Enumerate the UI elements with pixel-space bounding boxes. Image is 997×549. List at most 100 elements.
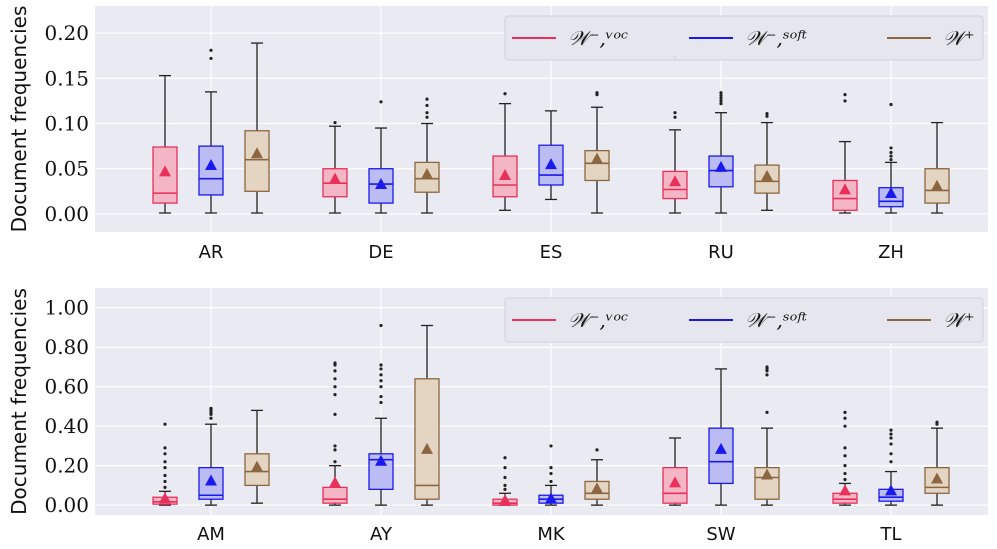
box-mk-series-2 bbox=[538, 444, 564, 506]
flier-point bbox=[889, 150, 893, 155]
mean-marker bbox=[421, 442, 433, 454]
box-ru-series-1 bbox=[662, 55, 688, 214]
flier-point bbox=[333, 444, 337, 448]
box-mk-series-1 bbox=[492, 456, 518, 506]
flier-point bbox=[425, 97, 429, 101]
flier-point bbox=[765, 111, 769, 116]
box-ay-series-2 bbox=[368, 323, 394, 506]
y-axis-label: Document frequencies bbox=[7, 6, 31, 233]
mean-marker bbox=[205, 474, 217, 486]
legend-box bbox=[504, 15, 984, 61]
flier-point bbox=[209, 416, 213, 420]
y-tick-label: 0.20 bbox=[44, 21, 89, 45]
flier-point bbox=[719, 102, 723, 106]
flier-point bbox=[549, 466, 553, 470]
x-tick-label: DE bbox=[368, 242, 393, 263]
flier-point bbox=[503, 487, 507, 491]
box-body bbox=[708, 427, 734, 485]
box-tl-series-3 bbox=[924, 420, 950, 506]
flier-point bbox=[843, 416, 847, 420]
flier-point bbox=[503, 456, 507, 460]
mean-marker bbox=[545, 492, 557, 504]
y-tick-label: 0.00 bbox=[44, 493, 89, 517]
flier-point bbox=[333, 377, 337, 381]
flier-point bbox=[379, 323, 383, 328]
legend: 𝒲⁻,ᵛᵒᶜ 𝒲⁻,ˢᵒᶠᵗ 𝒲⁺ bbox=[504, 297, 984, 343]
box-sw-series-1 bbox=[662, 437, 688, 506]
box-ay-series-3 bbox=[414, 324, 440, 506]
mean-marker bbox=[839, 484, 851, 496]
box-ru-series-2 bbox=[708, 91, 734, 214]
flier-point bbox=[843, 99, 847, 103]
legend-entry: 𝒲⁻,ˢᵒᶠᵗ bbox=[745, 308, 807, 332]
y-tick-label: 0.05 bbox=[44, 157, 89, 181]
flier-point bbox=[765, 410, 769, 414]
flier-point bbox=[765, 114, 769, 118]
x-tick-label: SW bbox=[706, 524, 735, 545]
flier-point bbox=[843, 446, 847, 450]
flier-point bbox=[379, 100, 383, 104]
box-body bbox=[662, 466, 688, 504]
flier-point bbox=[889, 428, 893, 432]
mean-marker bbox=[159, 165, 171, 177]
box-body bbox=[754, 466, 780, 500]
mean-marker bbox=[839, 183, 851, 195]
flier-point bbox=[843, 464, 847, 468]
flier-point bbox=[673, 111, 677, 115]
flier-point bbox=[843, 424, 847, 428]
mean-marker bbox=[669, 175, 681, 187]
mean-marker bbox=[931, 179, 943, 191]
box-ar-series-3 bbox=[244, 42, 270, 214]
mean-marker bbox=[159, 492, 171, 504]
mean-marker bbox=[329, 476, 341, 488]
box-tl-series-2 bbox=[878, 428, 904, 506]
box-zh-series-2 bbox=[878, 102, 904, 214]
y-tick-label: 1.00 bbox=[44, 296, 89, 320]
flier-point bbox=[163, 446, 167, 450]
flier-point bbox=[503, 483, 507, 487]
flier-point bbox=[765, 373, 769, 377]
y-tick-label: 0.60 bbox=[44, 375, 89, 399]
flier-point bbox=[333, 369, 337, 373]
mean-marker bbox=[499, 168, 511, 180]
flier-point bbox=[843, 454, 847, 458]
box-sw-series-3 bbox=[754, 365, 780, 506]
y-tick-label: 0.10 bbox=[44, 112, 89, 136]
box-am-series-3 bbox=[244, 409, 270, 504]
chart-panel-2: 0.00 0.20 0.40 0.60 0.80 1.00 AM AY MK SW TL Docume… bbox=[7, 288, 988, 545]
box-zh-series-3 bbox=[924, 121, 950, 214]
flier-point bbox=[425, 115, 429, 119]
legend: 𝒲⁻,ᵛᵒᶜ 𝒲⁻,ˢᵒᶠᵗ 𝒲⁺ bbox=[504, 15, 984, 61]
y-tick-label: 0.20 bbox=[44, 454, 89, 478]
legend-box bbox=[504, 297, 984, 343]
flier-point bbox=[889, 442, 893, 446]
mean-marker bbox=[251, 460, 263, 472]
box-de-series-3 bbox=[414, 97, 440, 214]
flier-point bbox=[379, 379, 383, 383]
flier-point bbox=[503, 92, 507, 96]
box-de-series-1 bbox=[322, 121, 348, 214]
flier-point bbox=[843, 477, 847, 482]
mean-marker bbox=[761, 468, 773, 480]
box-am-series-1 bbox=[152, 422, 178, 506]
box-ru-series-3 bbox=[754, 111, 780, 211]
flier-point bbox=[333, 412, 337, 416]
flier-point bbox=[549, 444, 553, 448]
flier-point bbox=[719, 99, 723, 103]
flier-point bbox=[549, 471, 553, 476]
flier-point bbox=[503, 475, 507, 480]
flier-point bbox=[425, 103, 429, 108]
flier-point bbox=[379, 394, 383, 399]
y-tick-label: 0.00 bbox=[44, 202, 89, 226]
legend-entry: 𝒲⁻,ˢᵒᶠᵗ bbox=[745, 26, 807, 50]
x-tick-label: ZH bbox=[878, 242, 904, 263]
legend-entry: 𝒲⁻,ᵛᵒᶜ bbox=[568, 308, 628, 332]
x-tick-label: ES bbox=[540, 242, 563, 263]
flier-point bbox=[889, 460, 893, 464]
mean-marker bbox=[761, 169, 773, 181]
y-tick-label: 0.40 bbox=[44, 414, 89, 438]
box-body bbox=[414, 378, 440, 500]
flier-point bbox=[379, 385, 383, 389]
box-mk-series-3 bbox=[584, 448, 610, 506]
